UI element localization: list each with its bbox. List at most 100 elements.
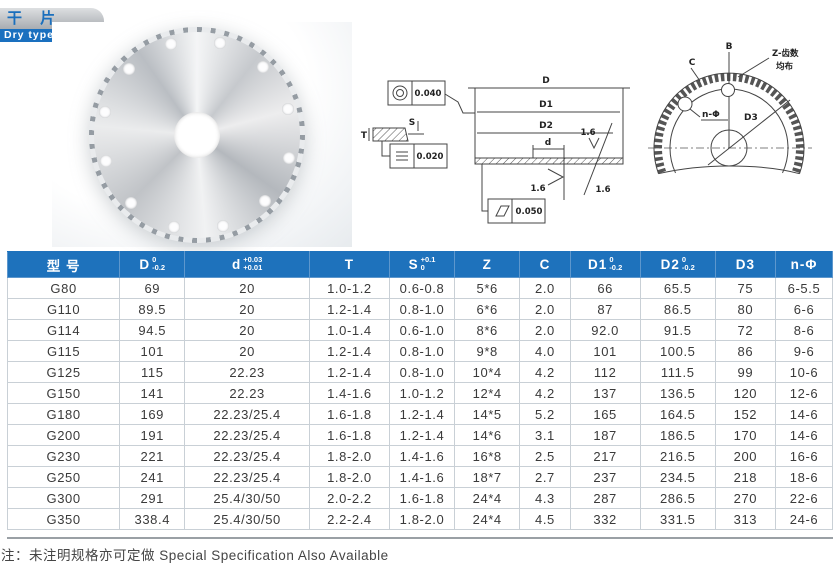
table-cell: 111.5	[639, 361, 716, 383]
table-cell: 80	[714, 298, 776, 320]
table-cell: 241	[119, 466, 186, 488]
table-cell: 5.2	[519, 403, 571, 425]
table-cell: 120	[714, 382, 776, 404]
table-row: G115 101 20 1.2-1.4 0.8-1.0 9*8 4.0 101 100.5 86 9…	[6, 340, 834, 362]
table-cell: 66	[569, 277, 641, 299]
table-cell: 4.2	[519, 361, 571, 383]
dim-D1-label: D1	[539, 100, 553, 110]
table-cell: 4.3	[519, 487, 571, 509]
blade-gullet-notch	[168, 221, 181, 234]
table-cell: 1.8-2.0	[308, 466, 390, 488]
table-cell: 112	[569, 361, 641, 383]
table-row: G114 94.5 20 1.0-1.4 0.6-1.0 8*6 2.0 92.0 91.5 72…	[6, 319, 834, 341]
table-cell: 86	[714, 340, 776, 362]
table-cell: 89.5	[119, 298, 186, 320]
table-cell: 216.5	[639, 445, 716, 467]
column-header: D1 0 -0.2	[569, 251, 641, 278]
table-cell: 94.5	[119, 319, 186, 341]
table-cell: 12-6	[774, 382, 834, 404]
table-cell: G115	[6, 340, 121, 362]
tooth-profile	[372, 127, 409, 142]
table-cell: 1.4-1.6	[308, 382, 390, 404]
table-cell: 101	[569, 340, 641, 362]
table-cell: G180	[6, 403, 121, 425]
table-cell: 286.5	[639, 487, 716, 509]
table-cell: 6*6	[454, 298, 521, 320]
column-header: C	[519, 251, 571, 278]
table-cell: 217	[569, 445, 641, 467]
table-cell: 164.5	[639, 403, 716, 425]
label-tooth-count: Z-齿数	[772, 48, 799, 59]
table-cell: 191	[119, 424, 186, 446]
flatness-icon	[495, 205, 510, 217]
table-cell: G200	[6, 424, 121, 446]
concentricity-icon	[392, 85, 408, 101]
blade-gullet-notch	[99, 155, 112, 168]
table-cell: 4.2	[519, 382, 571, 404]
table-cell: 100.5	[639, 340, 716, 362]
table-cell: 14*5	[454, 403, 521, 425]
table-cell: 75	[714, 277, 776, 299]
table-cell: 69	[119, 277, 186, 299]
blade-gullet-notch	[282, 102, 295, 115]
table-cell: 24-6	[774, 508, 834, 530]
tolerance-lower: 0	[420, 262, 425, 272]
saw-blade	[89, 27, 305, 243]
table-cell: 4.0	[519, 340, 571, 362]
table-row: G80 69 20 1.0-1.2 0.6-0.8 5*6 2.0 66 65.5 75 6-5.5	[6, 277, 834, 299]
table-cell: 237	[569, 466, 641, 488]
table-cell: 291	[119, 487, 186, 509]
table-cell: 22.23/25.4	[184, 424, 310, 446]
table-cell: 65.5	[639, 277, 716, 299]
label-B: B	[726, 42, 733, 52]
blade-gullet-notch	[125, 197, 137, 210]
tolerance-stack: 0 -0.2	[682, 256, 695, 271]
table-cell: 22.23/25.4	[184, 466, 310, 488]
table-cell: 22.23	[184, 382, 310, 404]
column-header: 型 号	[6, 251, 121, 278]
column-header: Z	[454, 251, 521, 278]
table-cell: 22-6	[774, 487, 834, 509]
roughness-1: 1.6	[580, 128, 595, 138]
table-cell: 16*8	[454, 445, 521, 467]
table-cell: 270	[714, 487, 776, 509]
blade-gullet-notch	[283, 151, 296, 164]
table-cell: 10-6	[774, 361, 834, 383]
table-cell: 141	[119, 382, 186, 404]
table-cell: 287	[569, 487, 641, 509]
table-cell: 0.8-1.0	[388, 361, 456, 383]
footnote: 注：未注明规格亦可定做 Special Specification Also A…	[1, 548, 389, 563]
parallelism-icon	[396, 151, 408, 161]
table-cell: 20	[184, 298, 310, 320]
flatness-tolerance: 0.050	[516, 207, 543, 217]
tolerance-stack: +0.1 0	[421, 256, 436, 271]
label-C: C	[689, 58, 696, 68]
table-row: G110 89.5 20 1.2-1.4 0.8-1.0 6*6 2.0 87 86.5 80 6-…	[6, 298, 834, 320]
table-row: G300 291 25.4/30/50 2.0-2.2 1.6-1.8 24*4 4.3 28…	[6, 487, 834, 509]
roughness-check-icon	[547, 168, 565, 186]
table-row: G125 115 22.23 1.2-1.4 0.8-1.0 10*4 4.2 112 111.…	[6, 361, 834, 383]
table-cell: 8*6	[454, 319, 521, 341]
table-cell: 152	[714, 403, 776, 425]
table-cell: G300	[6, 487, 121, 509]
table-cell: G125	[6, 361, 121, 383]
dim-d-label: d	[545, 138, 551, 148]
table-cell: 2.2-2.4	[308, 508, 390, 530]
table-cell: G80	[6, 277, 121, 299]
table-cell: 1.0-1.4	[308, 319, 390, 341]
table-header-row: 型 号 D 0 -0.2 d +0.03 +0.01 T S +0.1 0 Z C D1 0 -0.2 D2 0-…	[6, 251, 834, 278]
cross-section-drawing: D D1 D2 d 1.6 1.6 1.6 0.040	[360, 45, 642, 237]
dim-T-label: T	[361, 131, 368, 141]
dim-D2-label: D2	[539, 121, 553, 131]
table-cell: 6-6	[774, 298, 834, 320]
table-cell: 9*8	[454, 340, 521, 362]
table-cell: 4.5	[519, 508, 571, 530]
table-cell: 14*6	[454, 424, 521, 446]
tolerance-upper: 0	[609, 255, 614, 265]
column-header-label: d	[232, 256, 242, 272]
column-header: n-Φ	[774, 251, 834, 278]
column-header-label: 型 号	[46, 258, 81, 274]
table-row: G230 221 22.23/25.4 1.8-2.0 1.4-1.6 16*8 2.5 21…	[6, 445, 834, 467]
blade-gullet-notch	[256, 60, 269, 73]
table-cell: 186.5	[639, 424, 716, 446]
